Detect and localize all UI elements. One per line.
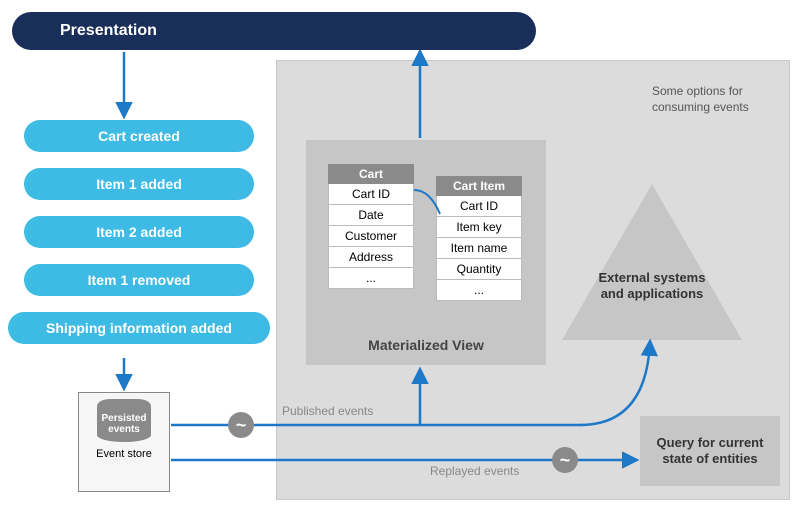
side-note: Some options for consuming events bbox=[652, 84, 799, 115]
schema-row: Item name bbox=[436, 238, 522, 259]
schema-header: Cart Item bbox=[436, 176, 522, 196]
published-events-label: Published events bbox=[282, 404, 373, 418]
event-pill: Cart created bbox=[24, 120, 254, 152]
tilde-icon: ~ bbox=[552, 447, 578, 473]
schema-row: Cart ID bbox=[328, 184, 414, 205]
replayed-events-label: Replayed events bbox=[430, 464, 519, 478]
schema-row: Item key bbox=[436, 217, 522, 238]
materialized-view-title: Materialized View bbox=[306, 337, 546, 353]
tilde-icon: ~ bbox=[228, 412, 254, 438]
schema-row: ... bbox=[436, 280, 522, 301]
event-pill: Item 2 added bbox=[24, 216, 254, 248]
schema-row: Date bbox=[328, 205, 414, 226]
event-store: Persisted events Event store bbox=[78, 392, 170, 492]
schema-row: Quantity bbox=[436, 259, 522, 280]
database-icon: Persisted events bbox=[97, 399, 151, 442]
schema-row: Address bbox=[328, 247, 414, 268]
schema-cart-item: Cart Item Cart ID Item key Item name Qua… bbox=[436, 176, 522, 301]
schema-cart: Cart Cart ID Date Customer Address ... bbox=[328, 164, 414, 289]
schema-row: Cart ID bbox=[436, 196, 522, 217]
schema-row: ... bbox=[328, 268, 414, 289]
schema-header: Cart bbox=[328, 164, 414, 184]
event-pill: Item 1 added bbox=[24, 168, 254, 200]
event-pill: Item 1 removed bbox=[24, 264, 254, 296]
external-systems-label: External systems and applications bbox=[592, 270, 712, 303]
schema-row: Customer bbox=[328, 226, 414, 247]
external-systems-triangle: External systems and applications bbox=[562, 184, 742, 340]
event-store-caption: Event store bbox=[79, 448, 169, 460]
query-box: Query for current state of entities bbox=[640, 416, 780, 486]
event-pill: Shipping information added bbox=[8, 312, 270, 344]
presentation-pill: Presentation bbox=[12, 12, 536, 50]
materialized-view-panel: Cart Cart ID Date Customer Address ... C… bbox=[306, 140, 546, 365]
